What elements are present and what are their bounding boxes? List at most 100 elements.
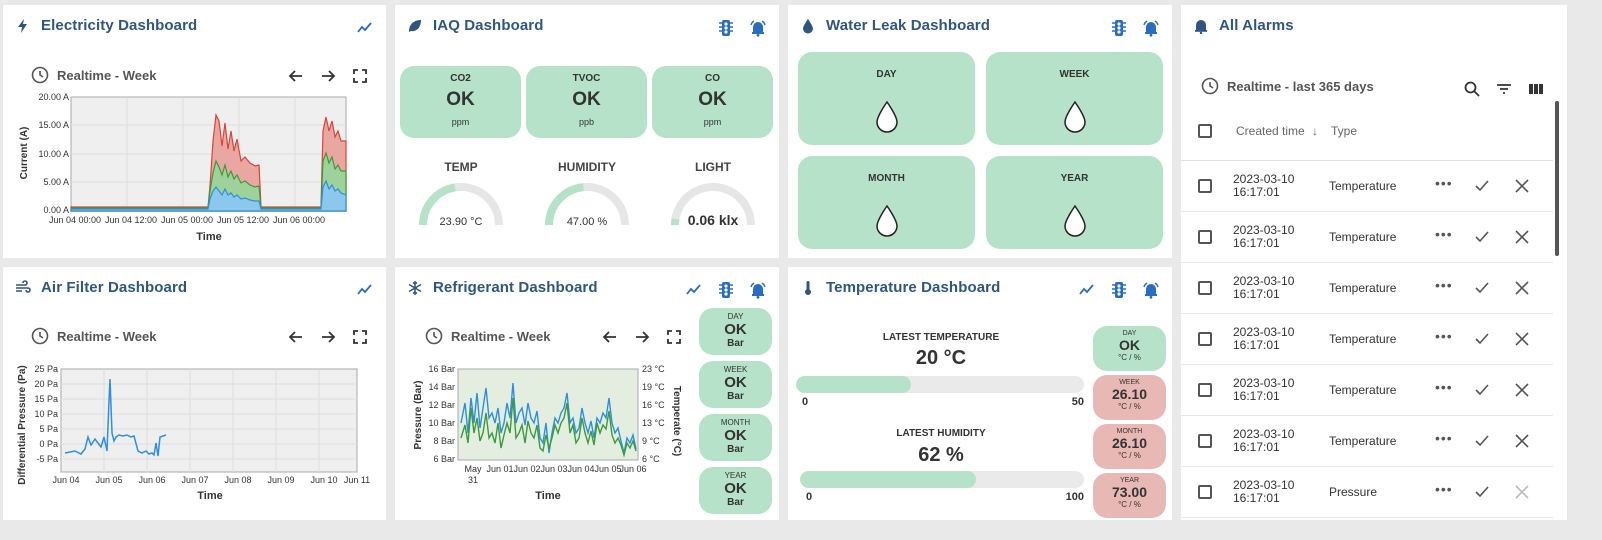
check-icon[interactable] — [1473, 483, 1491, 501]
row-checkbox[interactable] — [1198, 281, 1212, 295]
iaq-tile-co[interactable]: CO OK ppm — [652, 66, 773, 138]
close-icon[interactable] — [1513, 228, 1531, 246]
chart-line-icon[interactable] — [685, 281, 703, 299]
row-checkbox[interactable] — [1198, 179, 1212, 193]
alarm-bell-icon[interactable] — [749, 19, 767, 37]
fullscreen-icon[interactable] — [665, 328, 683, 346]
more-horiz-icon[interactable]: ••• — [1435, 379, 1453, 395]
arrow-right-icon[interactable] — [633, 328, 651, 346]
close-icon[interactable] — [1513, 330, 1531, 348]
columns-icon[interactable] — [1527, 80, 1545, 98]
y-ticks: 20.00 A 15.00 A 10.00 A 5.00 A 0.00 A — [38, 92, 69, 215]
electricity-timewindow[interactable]: Realtime - Week — [31, 66, 156, 84]
scrollbar[interactable] — [1555, 101, 1559, 256]
col-type[interactable]: Type — [1331, 124, 1358, 138]
row-time: 16:17:01 — [1233, 389, 1280, 403]
refrigerant-tile-year[interactable]: YEAR OK Bar — [699, 467, 772, 514]
traffic-light-icon[interactable] — [717, 19, 735, 37]
more-horiz-icon[interactable]: ••• — [1435, 328, 1453, 344]
iaq-tile-tvoc[interactable]: TVOC OK ppb — [526, 66, 647, 138]
more-horiz-icon[interactable]: ••• — [1435, 481, 1453, 497]
water-tile-week[interactable]: WEEK — [986, 52, 1163, 145]
close-icon[interactable] — [1513, 381, 1531, 399]
arrow-right-icon[interactable] — [319, 67, 337, 85]
temp-tile-year[interactable]: YEAR 73.00 °C / % — [1093, 473, 1166, 518]
fullscreen-icon[interactable] — [351, 67, 369, 85]
iaq-tile-co2[interactable]: CO2 OK ppm — [400, 66, 521, 138]
row-checkbox[interactable] — [1198, 485, 1212, 499]
table-row[interactable]: 2023-03-10 16:17:01 Temperature ••• — [1181, 365, 1553, 416]
table-row[interactable]: 2023-03-10 16:17:01 Temperature ••• — [1181, 416, 1553, 467]
chart-line-icon[interactable] — [1078, 281, 1096, 299]
more-horiz-icon[interactable]: ••• — [1435, 430, 1453, 446]
temp-tile-day[interactable]: DAY OK °C / % — [1093, 326, 1166, 371]
search-icon[interactable] — [1463, 80, 1481, 98]
close-icon[interactable] — [1513, 432, 1531, 450]
col-created-time[interactable]: Created time ↓ — [1236, 124, 1318, 138]
more-horiz-icon[interactable]: ••• — [1435, 277, 1453, 293]
close-icon[interactable] — [1513, 279, 1531, 297]
iaq-title[interactable]: IAQ Dashboard — [407, 17, 543, 34]
water-tile-day[interactable]: DAY — [798, 52, 975, 145]
fullscreen-icon[interactable] — [351, 328, 369, 346]
arrow-right-icon[interactable] — [319, 328, 337, 346]
refrigerant-tile-day[interactable]: DAY OK Bar — [699, 308, 772, 355]
electricity-title[interactable]: Electricity Dashboard — [15, 17, 197, 34]
row-type: Temperature — [1329, 383, 1397, 397]
temp-tile-week[interactable]: WEEK 26.10 °C / % — [1093, 375, 1166, 420]
snowflake-icon — [408, 280, 422, 295]
refrigerant-timewindow[interactable]: Realtime - Week — [425, 327, 550, 345]
alarm-bell-icon[interactable] — [749, 281, 767, 299]
xtick: Jun 07 — [181, 475, 208, 485]
alarm-bell-icon[interactable] — [1142, 19, 1160, 37]
xtick: Jun 05 12:00 — [217, 215, 269, 225]
airfilter-title[interactable]: Air Filter Dashboard — [15, 279, 187, 296]
row-checkbox[interactable] — [1198, 383, 1212, 397]
arrow-left-icon[interactable] — [287, 67, 305, 85]
temp-tile-month[interactable]: MONTH 26.10 °C / % — [1093, 424, 1166, 469]
arrow-left-icon[interactable] — [287, 328, 305, 346]
row-checkbox[interactable] — [1198, 332, 1212, 346]
row-checkbox[interactable] — [1198, 434, 1212, 448]
temperature-title[interactable]: Temperature Dashboard — [800, 279, 1000, 296]
check-icon[interactable] — [1473, 330, 1491, 348]
airfilter-timewindow[interactable]: Realtime - Week — [31, 327, 156, 345]
row-checkbox[interactable] — [1198, 230, 1212, 244]
table-row[interactable]: 2023-03-10 16:17:01 Temperature ••• — [1181, 314, 1553, 365]
alarms-timewindow[interactable]: Realtime - last 365 days — [1201, 77, 1374, 95]
water-tile-year[interactable]: YEAR — [986, 156, 1163, 249]
select-all-checkbox[interactable] — [1198, 124, 1212, 138]
water-title[interactable]: Water Leak Dashboard — [800, 17, 990, 34]
xtick: Jun 05 — [95, 475, 122, 485]
arrow-left-icon[interactable] — [601, 328, 619, 346]
traffic-light-icon[interactable] — [1110, 19, 1128, 37]
check-icon[interactable] — [1473, 432, 1491, 450]
refrigerant-tile-month[interactable]: MONTH OK Bar — [699, 414, 772, 461]
wind-icon — [16, 279, 31, 293]
more-horiz-icon[interactable]: ••• — [1435, 175, 1453, 191]
water-tile-month[interactable]: MONTH — [798, 156, 975, 249]
more-horiz-icon[interactable]: ••• — [1435, 226, 1453, 242]
check-icon[interactable] — [1473, 228, 1491, 246]
chart-line-icon[interactable] — [356, 19, 374, 37]
alarms-title[interactable]: All Alarms — [1193, 17, 1294, 34]
close-icon[interactable] — [1513, 177, 1531, 195]
chart-line-icon[interactable] — [356, 281, 374, 299]
refrigerant-title[interactable]: Refrigerant Dashboard — [407, 279, 598, 296]
alarm-bell-icon[interactable] — [1142, 281, 1160, 299]
table-row[interactable]: 2023-03-10 16:17:01 Pressure ••• — [1181, 467, 1553, 518]
traffic-light-icon[interactable] — [717, 281, 735, 299]
xtick: Jun 01 — [486, 464, 513, 474]
table-row[interactable]: 2023-03-10 16:17:01 Temperature ••• — [1181, 263, 1553, 314]
check-icon[interactable] — [1473, 279, 1491, 297]
filter-icon[interactable] — [1495, 80, 1513, 98]
refrigerant-tile-week[interactable]: WEEK OK Bar — [699, 361, 772, 408]
table-row[interactable]: 2023-03-10 16:17:01 Temperature ••• — [1181, 212, 1553, 263]
table-row[interactable]: 2023-03-10 16:17:01 Temperature ••• — [1181, 161, 1553, 212]
col-created-label: Created time — [1236, 124, 1305, 138]
tile-label: TVOC — [572, 73, 601, 84]
traffic-light-icon[interactable] — [1110, 281, 1128, 299]
check-icon[interactable] — [1473, 381, 1491, 399]
check-icon[interactable] — [1473, 177, 1491, 195]
tile-label: YEAR — [1119, 477, 1140, 484]
